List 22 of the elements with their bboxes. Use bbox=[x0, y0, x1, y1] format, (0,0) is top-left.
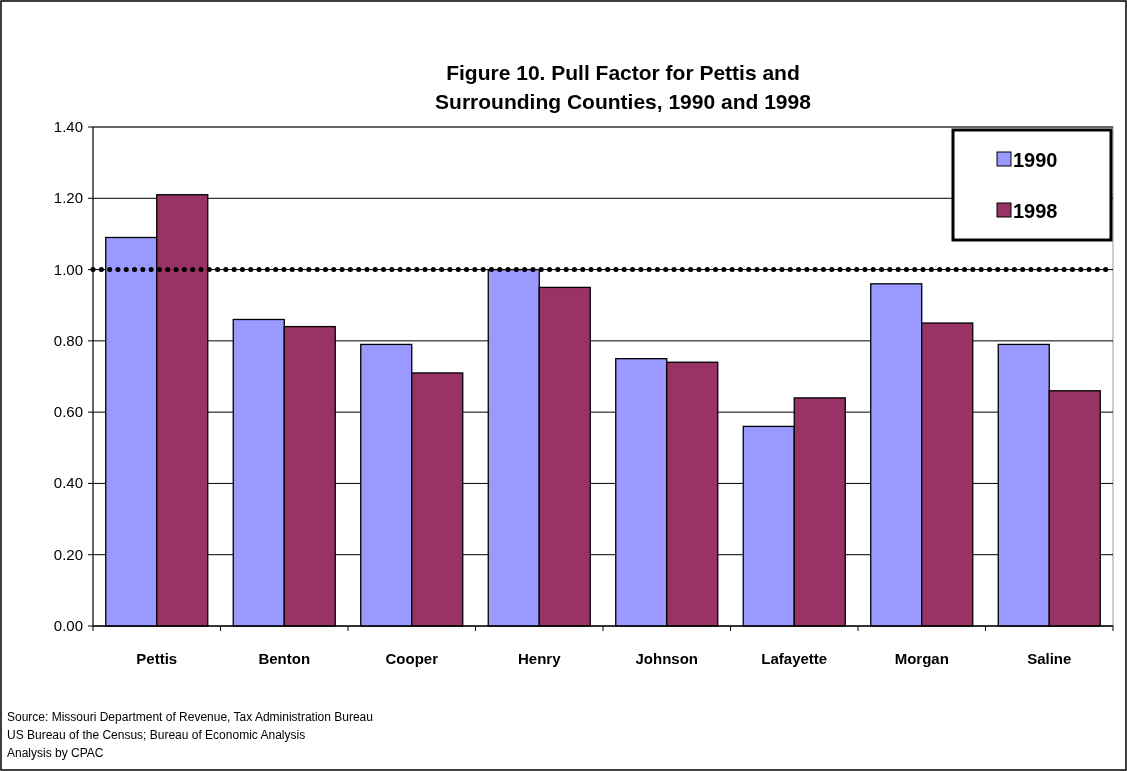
y-tick-label: 0.60 bbox=[53, 403, 83, 421]
x-tick-label: Cooper bbox=[385, 650, 439, 667]
text: US Bureau of the Census; Bureau of Economic Analysis bbox=[7, 728, 306, 742]
x-tick-label: Saline bbox=[1027, 650, 1072, 667]
source-note: Source: Missouri Department of Revenue, Tax Administration Bureau bbox=[7, 710, 373, 724]
y-tick-label: 1.00 bbox=[53, 260, 83, 278]
x-tick-label: Morgan bbox=[894, 650, 949, 667]
legend-label: 1998 bbox=[1013, 200, 1058, 222]
x-tick-label: Benton bbox=[258, 650, 311, 667]
x-tick-label: Henry bbox=[517, 650, 562, 667]
y-tick-label: 0.00 bbox=[53, 617, 83, 634]
y-tick-label: 1.40 bbox=[53, 118, 83, 135]
y-tick-label: 1.20 bbox=[53, 189, 83, 207]
x-tick-label: Lafayette bbox=[761, 650, 828, 667]
legend-label: 1990 bbox=[1013, 149, 1058, 171]
x-tick-label: Pettis bbox=[136, 650, 178, 667]
y-tick-label: 0.80 bbox=[53, 331, 83, 349]
y-tick-label: 0.20 bbox=[53, 545, 83, 563]
text: Analysis by CPAC bbox=[7, 746, 104, 760]
y-tick-label: 0.40 bbox=[53, 474, 83, 492]
chart-title: Figure 10. Pull Factor for Pettis and Surrounding Counties, 1990 and 1998 bbox=[435, 61, 812, 113]
x-tick-label: Johnson bbox=[635, 650, 698, 667]
